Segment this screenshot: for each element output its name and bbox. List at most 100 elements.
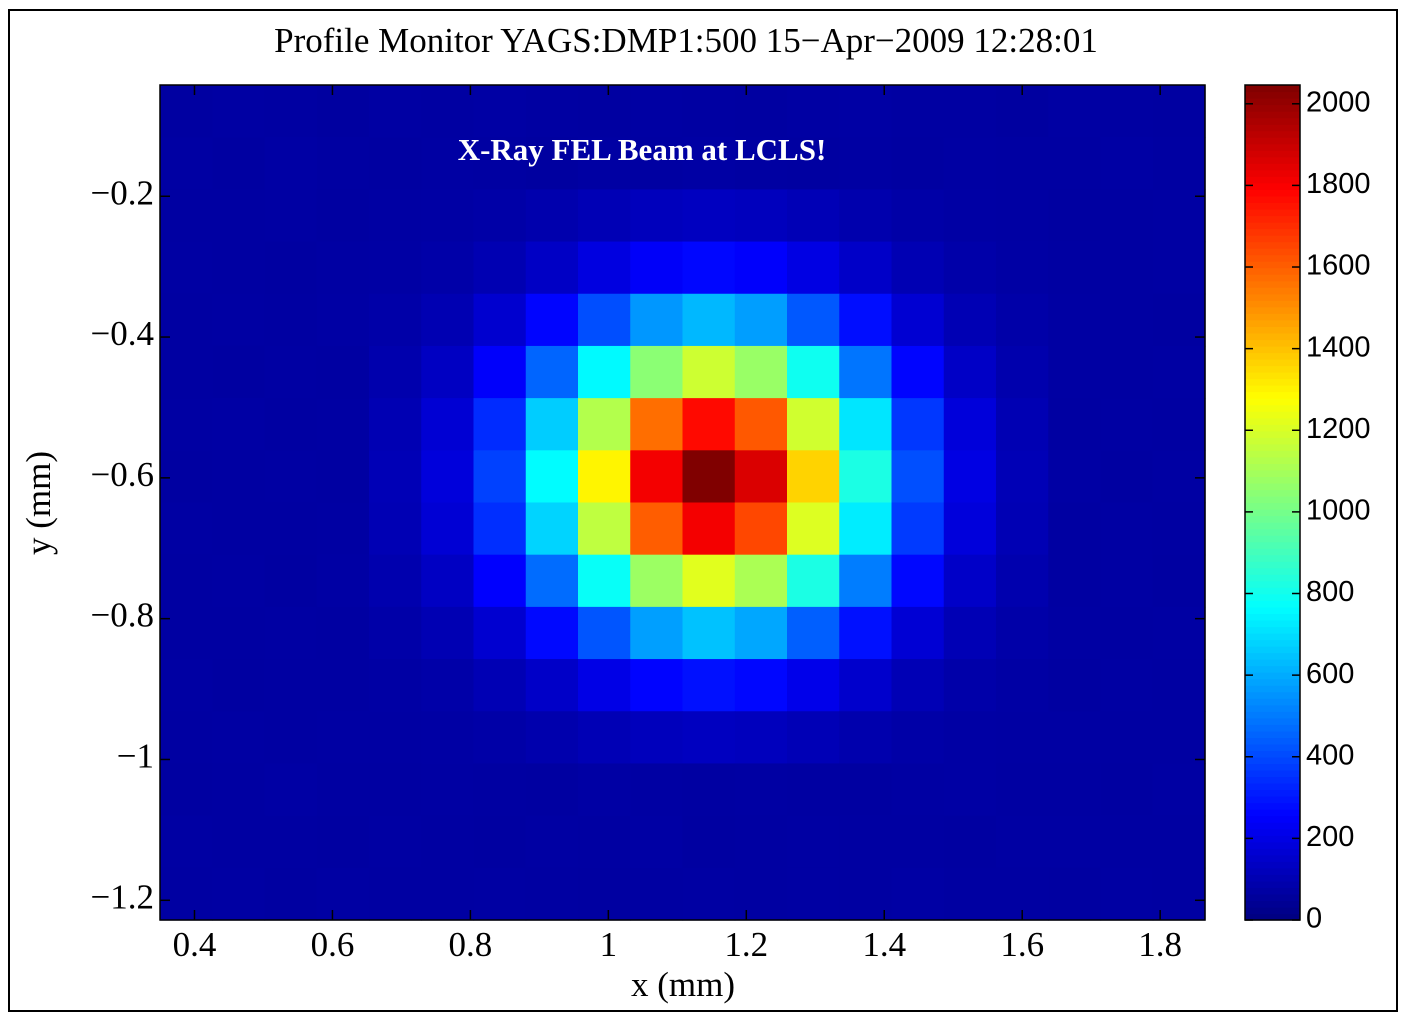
heatmap-cell: [787, 607, 840, 660]
colorbar-tick-label: 1400: [1306, 331, 1371, 363]
heatmap-cell: [578, 450, 631, 503]
heatmap-cell: [160, 711, 213, 764]
heatmap-cell: [1101, 450, 1154, 503]
heatmap-cell: [839, 450, 892, 503]
colorbar-swatch: [1245, 98, 1300, 105]
y-tick-label: −1.2: [91, 877, 155, 916]
heatmap-cell: [317, 711, 370, 764]
colorbar-swatch: [1245, 555, 1300, 562]
heatmap-cell: [578, 607, 631, 660]
colorbar-tick-label: 600: [1306, 658, 1354, 690]
heatmap-cell: [212, 503, 265, 556]
heatmap-cell: [317, 189, 370, 242]
heatmap-cell: [839, 242, 892, 295]
colorbar-swatch: [1245, 639, 1300, 646]
colorbar-swatch: [1245, 724, 1300, 731]
heatmap-cell: [421, 659, 474, 712]
heatmap-cell: [735, 711, 788, 764]
colorbar-swatch: [1245, 842, 1300, 849]
colorbar-swatch: [1245, 215, 1300, 222]
heatmap-cell: [526, 242, 579, 295]
heatmap-cell: [944, 242, 997, 295]
heatmap-cell: [787, 450, 840, 503]
colorbar-swatch: [1245, 548, 1300, 555]
heatmap-cell: [474, 398, 527, 451]
heatmap-cell: [265, 503, 318, 556]
heatmap-cell: [1101, 816, 1154, 869]
colorbar-swatch: [1245, 450, 1300, 457]
heatmap-cell: [1048, 346, 1101, 399]
colorbar-swatch: [1245, 855, 1300, 862]
heatmap-cell: [944, 137, 997, 190]
heatmap-cell: [578, 503, 631, 556]
heatmap-cell: [787, 242, 840, 295]
heatmap-cell: [212, 659, 265, 712]
colorbar-swatch: [1245, 633, 1300, 640]
heatmap-cell: [944, 398, 997, 451]
colorbar-tick-label: 1600: [1306, 250, 1371, 282]
heatmap-cell: [265, 294, 318, 347]
heatmap-cell: [839, 659, 892, 712]
colorbar-swatch: [1245, 672, 1300, 679]
heatmap-cell: [630, 868, 683, 921]
colorbar-swatch: [1245, 176, 1300, 183]
heatmap-cell: [1101, 868, 1154, 921]
heatmap-cell: [317, 659, 370, 712]
heatmap-cell: [578, 242, 631, 295]
colorbar-swatch: [1245, 776, 1300, 783]
heatmap-cell: [474, 85, 527, 138]
heatmap-cell: [212, 555, 265, 608]
heatmap-cell: [735, 555, 788, 608]
heatmap-cell: [683, 85, 736, 138]
colorbar-swatch: [1245, 281, 1300, 288]
heatmap-cell: [630, 189, 683, 242]
heatmap-cell: [1101, 346, 1154, 399]
colorbar-swatch: [1245, 392, 1300, 399]
colorbar-tick-label: 1200: [1306, 413, 1371, 445]
heatmap-cell: [630, 242, 683, 295]
colorbar-swatch: [1245, 796, 1300, 803]
heatmap-cell: [369, 450, 422, 503]
colorbar-swatch: [1245, 398, 1300, 405]
heatmap-cell: [1153, 659, 1206, 712]
heatmap-cell: [317, 607, 370, 660]
heatmap-cell: [421, 85, 474, 138]
colorbar-swatch: [1245, 535, 1300, 542]
heatmap-cell: [787, 346, 840, 399]
heatmap-cell: [787, 816, 840, 869]
heatmap-cell: [683, 294, 736, 347]
colorbar-swatch: [1245, 881, 1300, 888]
colorbar-swatch: [1245, 496, 1300, 503]
heatmap-cell: [735, 189, 788, 242]
heatmap-cell: [735, 763, 788, 816]
colorbar-swatch: [1245, 366, 1300, 373]
colorbar-swatch: [1245, 150, 1300, 157]
heatmap-cell: [1048, 659, 1101, 712]
heatmap-cell: [1101, 137, 1154, 190]
heatmap-cell: [1101, 555, 1154, 608]
heatmap-cell: [944, 189, 997, 242]
heatmap-cell: [839, 816, 892, 869]
y-axis-label: y (mm): [19, 451, 58, 555]
colorbar-swatch: [1245, 274, 1300, 281]
colorbar-swatch: [1245, 444, 1300, 451]
heatmap-cell: [683, 711, 736, 764]
colorbar-swatch: [1245, 85, 1300, 92]
heatmap-cell: [578, 711, 631, 764]
heatmap-cell: [1153, 294, 1206, 347]
heatmap-cell: [839, 294, 892, 347]
colorbar-swatch: [1245, 359, 1300, 366]
heatmap-cell: [996, 816, 1049, 869]
colorbar-swatch: [1245, 542, 1300, 549]
chart-title: Profile Monitor YAGS:DMP1:500 15−Apr−200…: [274, 21, 1098, 60]
heatmap-cell: [265, 137, 318, 190]
heatmap-cell: [944, 294, 997, 347]
heatmap-cell: [317, 346, 370, 399]
heatmap-cell: [735, 85, 788, 138]
colorbar-swatch: [1245, 783, 1300, 790]
heatmap-cell: [421, 294, 474, 347]
heatmap-cell: [839, 189, 892, 242]
heatmap-cell: [421, 763, 474, 816]
heatmap-cell: [839, 346, 892, 399]
heatmap-cell: [1101, 607, 1154, 660]
